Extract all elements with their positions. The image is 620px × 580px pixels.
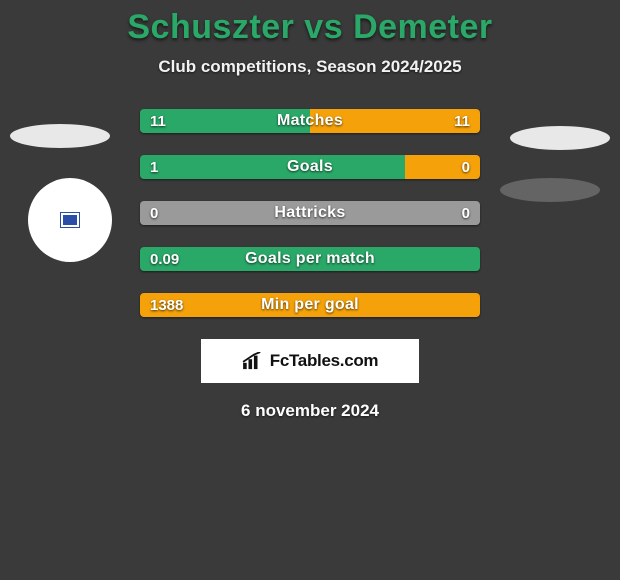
brand-text: FcTables.com (270, 351, 379, 371)
stat-value-right: 0 (462, 201, 470, 225)
player2-club-shadow (500, 178, 600, 202)
stat-value-right: 0 (462, 155, 470, 179)
stat-label: Matches (140, 109, 480, 133)
stat-row: 1Goals0 (140, 155, 480, 179)
stat-row: 11Matches11 (140, 109, 480, 133)
brand-badge: FcTables.com (201, 339, 419, 383)
player2-head-shadow (510, 126, 610, 150)
page-title: Schuszter vs Demeter (0, 0, 620, 47)
subtitle: Club competitions, Season 2024/2025 (0, 57, 620, 77)
player1-head-shadow (10, 124, 110, 148)
club-badge-icon (61, 213, 79, 227)
stat-label: Goals per match (140, 247, 480, 271)
date-label: 6 november 2024 (0, 401, 620, 421)
stat-label: Goals (140, 155, 480, 179)
stat-row: 1388Min per goal (140, 293, 480, 317)
comparison-bars: 11Matches111Goals00Hattricks00.09Goals p… (140, 109, 480, 317)
stat-value-right: 11 (454, 109, 470, 133)
stat-label: Hattricks (140, 201, 480, 225)
stat-label: Min per goal (140, 293, 480, 317)
stat-row: 0Hattricks0 (140, 201, 480, 225)
stat-row: 0.09Goals per match (140, 247, 480, 271)
player1-club-badge (28, 178, 112, 262)
brand-chart-icon (242, 352, 264, 370)
